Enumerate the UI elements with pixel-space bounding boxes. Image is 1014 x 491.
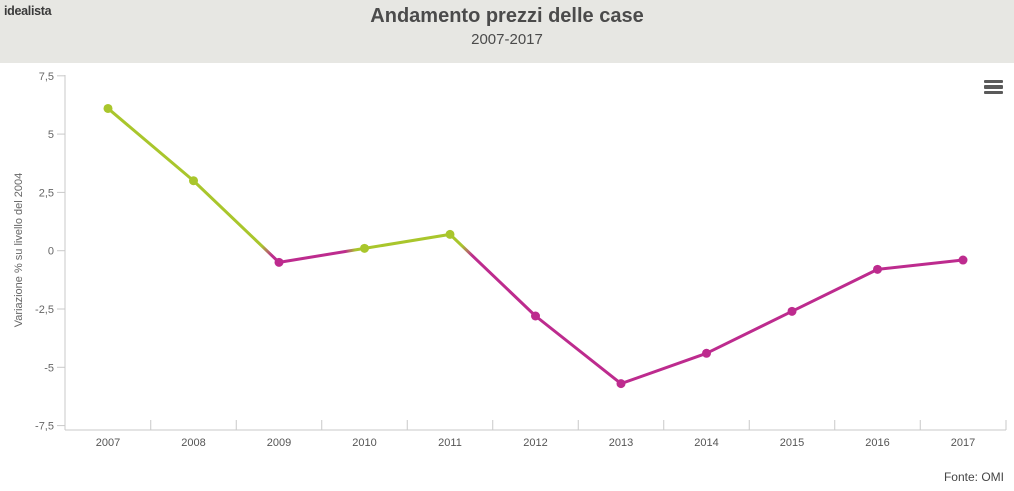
x-tick-label: 2007 — [96, 437, 120, 449]
line-segment — [876, 258, 965, 271]
x-tick-label: 2015 — [780, 437, 804, 449]
hamburger-icon — [984, 80, 1003, 84]
line-segment — [619, 351, 708, 386]
y-tick-label: 0 — [48, 246, 54, 258]
line-segment — [106, 106, 195, 183]
data-point-2007[interactable] — [103, 103, 113, 113]
data-point-2011[interactable] — [445, 229, 455, 239]
data-point-2016[interactable] — [873, 264, 882, 274]
data-point-2012[interactable] — [531, 311, 540, 321]
chart-subtitle: 2007-2017 — [471, 31, 543, 48]
line-chart: 7,5 5 2,5 0 -2,5 -5 -7,5 2007 2008 2009 2010 2011 20… — [13, 71, 1007, 449]
line-segment — [790, 267, 879, 313]
data-point-2008[interactable] — [189, 176, 198, 186]
data-point-2017[interactable] — [958, 255, 968, 265]
data-point-2015[interactable] — [787, 306, 797, 316]
hamburger-icon — [984, 85, 1003, 89]
y-tick-label: 5 — [48, 129, 54, 141]
line-segment — [192, 179, 281, 264]
idealista-logo: idealista — [4, 4, 52, 18]
data-point-2009[interactable] — [274, 257, 284, 267]
y-tick-label: 7,5 — [39, 71, 54, 83]
y-tick-label: -7,5 — [35, 421, 54, 433]
line-segment — [534, 314, 623, 386]
x-tick-label: 2012 — [523, 437, 547, 449]
x-tick-label: 2009 — [267, 437, 291, 449]
x-tick-label: 2010 — [352, 437, 376, 449]
chart-header: idealista Andamento prezzi delle case 20… — [0, 0, 1014, 63]
line-segment — [277, 246, 366, 264]
data-point-2013[interactable] — [616, 379, 626, 389]
x-tick-label: 2014 — [694, 437, 718, 449]
line-segment — [363, 232, 452, 250]
x-tick-label: 2008 — [181, 437, 205, 449]
x-tick-label: 2013 — [609, 437, 633, 449]
hamburger-icon — [984, 90, 1003, 94]
y-tick-label: -5 — [44, 362, 54, 374]
y-axis-title: Variazione % su livello del 2004 — [13, 173, 25, 328]
data-point-2014[interactable] — [702, 348, 711, 358]
y-tick-label: -2,5 — [35, 304, 54, 316]
line-segment — [705, 309, 794, 355]
x-tick-label: 2017 — [951, 437, 975, 449]
data-point-2010[interactable] — [360, 243, 369, 253]
y-tick-label: 2,5 — [39, 187, 54, 199]
line-segment — [448, 232, 537, 318]
chart-title: Andamento prezzi delle case — [370, 5, 644, 27]
chart-plot-area: 7,5 5 2,5 0 -2,5 -5 -7,5 2007 2008 2009 2010 2011 20… — [0, 63, 1014, 491]
x-tick-label: 2011 — [438, 437, 462, 449]
hamburger-menu-button[interactable] — [984, 80, 1003, 94]
x-tick-label: 2016 — [865, 437, 889, 449]
source-note: Fonte: OMI — [943, 470, 1004, 484]
